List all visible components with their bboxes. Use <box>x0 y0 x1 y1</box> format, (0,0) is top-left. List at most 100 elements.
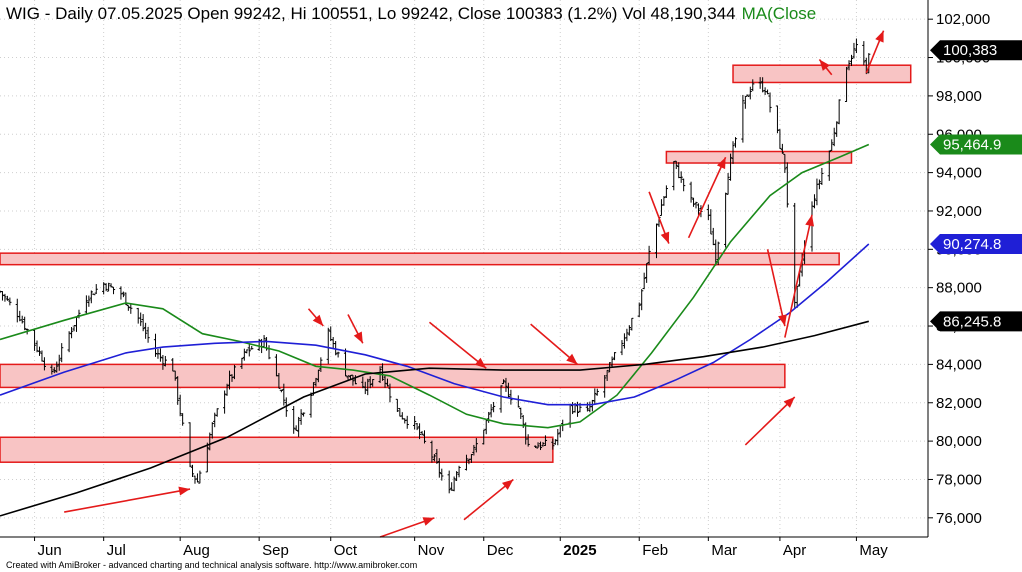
candle <box>835 121 839 137</box>
candle <box>780 143 784 154</box>
candle <box>314 377 318 387</box>
candle <box>654 223 659 259</box>
candle <box>245 349 249 354</box>
x-tick-label: Feb <box>642 542 668 559</box>
candle <box>282 383 286 406</box>
ma-value-badge-0-label: 95,464.9 <box>943 137 1001 154</box>
candle <box>620 340 624 356</box>
candle <box>37 346 42 356</box>
x-tick-label: Mar <box>711 542 737 559</box>
candle <box>691 197 696 207</box>
candle <box>837 99 841 125</box>
candle <box>366 378 370 396</box>
candle <box>346 375 350 380</box>
candle <box>413 416 417 430</box>
candle <box>472 444 476 456</box>
candle <box>279 389 283 393</box>
candle <box>3 293 7 302</box>
annotation-arrow <box>648 191 670 244</box>
moving-average-layer <box>0 143 870 517</box>
arrow-head <box>783 396 795 408</box>
arrow-head <box>474 357 487 369</box>
candle <box>284 397 288 417</box>
candle <box>647 245 651 265</box>
arrow-head <box>660 231 670 244</box>
candle <box>724 192 728 248</box>
candle <box>277 372 281 389</box>
candle <box>52 367 56 374</box>
candle <box>94 284 98 294</box>
candle <box>447 470 451 494</box>
candle <box>385 378 390 387</box>
candle <box>371 379 375 387</box>
candle <box>679 171 683 183</box>
candle <box>452 476 456 492</box>
y-tick-label: 84,000 <box>936 356 982 373</box>
grid-layer <box>0 0 928 537</box>
arrow-head <box>805 214 815 227</box>
candle <box>830 139 834 151</box>
candle <box>129 304 133 314</box>
ma-value-badge-0-bg <box>930 134 1022 155</box>
y-tick-label: 88,000 <box>936 280 982 297</box>
arrow-head <box>312 314 324 327</box>
support-resistance-zone <box>0 252 840 266</box>
arrow-head <box>501 479 514 490</box>
candle <box>862 41 866 66</box>
candle <box>627 325 631 336</box>
candle <box>225 383 229 396</box>
arrow-head <box>819 59 830 71</box>
candle <box>301 412 306 417</box>
candle <box>533 445 538 449</box>
candle <box>785 162 789 208</box>
candle <box>543 435 548 446</box>
candle <box>506 382 511 398</box>
candle <box>343 348 348 377</box>
arrow-head <box>178 486 191 496</box>
last-close-badge-label: 100,383 <box>943 42 997 59</box>
candle <box>849 54 854 67</box>
candle <box>334 341 338 356</box>
candle <box>844 66 849 102</box>
ma-value-badge-2: 86,245.8 <box>930 311 1022 332</box>
candle <box>585 402 590 412</box>
moving-average-line-0 <box>0 143 870 429</box>
candle <box>464 454 469 471</box>
candle <box>810 201 814 252</box>
candle <box>778 129 782 149</box>
ma-value-badge-1-label: 90,274.8 <box>943 236 1001 253</box>
value-badge-layer: 100,383 95,464.9 90,274.8 86,245.8 <box>930 40 1022 332</box>
candle <box>163 355 167 367</box>
ma-value-badge-0: 95,464.9 <box>930 134 1022 155</box>
candle <box>20 315 24 324</box>
moving-average-line-1 <box>0 243 870 406</box>
candle <box>417 423 422 440</box>
candle <box>188 422 192 468</box>
chart-title: WIG - Daily 07.05.2025 Open 99242, Hi 10… <box>6 4 816 23</box>
candle <box>435 448 439 464</box>
candle <box>146 326 150 343</box>
candle <box>664 185 668 198</box>
candle <box>121 291 126 298</box>
candle <box>388 383 392 403</box>
annotation-arrow <box>428 321 487 369</box>
candle <box>297 416 301 437</box>
x-tick-label: Jul <box>107 542 126 559</box>
candle <box>482 429 486 445</box>
x-tick-label: Oct <box>334 542 358 559</box>
candle <box>551 438 555 450</box>
candle <box>741 94 745 143</box>
candle <box>89 290 93 304</box>
candle <box>640 289 644 311</box>
candle <box>630 317 634 331</box>
candle <box>743 95 747 109</box>
arrow-shaft <box>784 214 813 338</box>
candle <box>469 454 474 463</box>
y-tick-label: 80,000 <box>936 433 982 450</box>
candle <box>832 127 836 147</box>
candle <box>222 390 227 414</box>
arrow-shaft <box>687 156 727 239</box>
candle <box>126 305 130 311</box>
